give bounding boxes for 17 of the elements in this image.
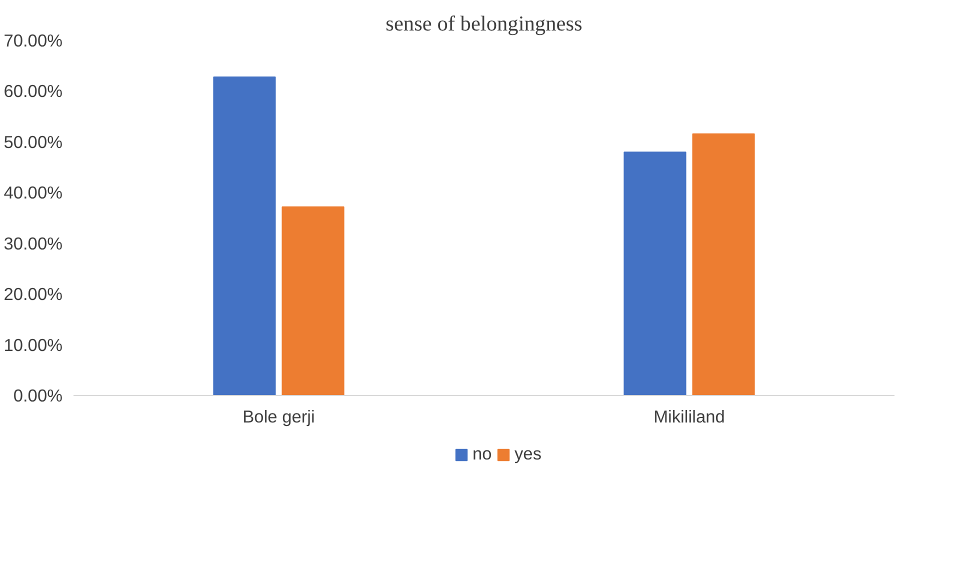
bar (213, 76, 276, 396)
bar (282, 206, 344, 396)
y-tick-label: 10.00% (4, 334, 63, 355)
legend-label: no (472, 444, 493, 464)
y-tick-label: 20.00% (4, 284, 63, 304)
y-tick-label: 70.00% (4, 30, 63, 50)
y-tick-label: 50.00% (4, 132, 63, 152)
x-tick-label: Bole gerji (242, 406, 315, 426)
bar (624, 152, 686, 396)
y-tick-label: 0.00% (13, 386, 63, 406)
y-tick-label: 30.00% (4, 233, 63, 254)
legend-label: yes (514, 444, 542, 464)
y-tick-label: 40.00% (4, 182, 63, 203)
y-tick-label: 60.00% (4, 81, 63, 102)
chart-title: sense of belongingness (386, 12, 582, 36)
bar (692, 133, 755, 396)
x-tick-label: Mikililand (654, 406, 725, 426)
